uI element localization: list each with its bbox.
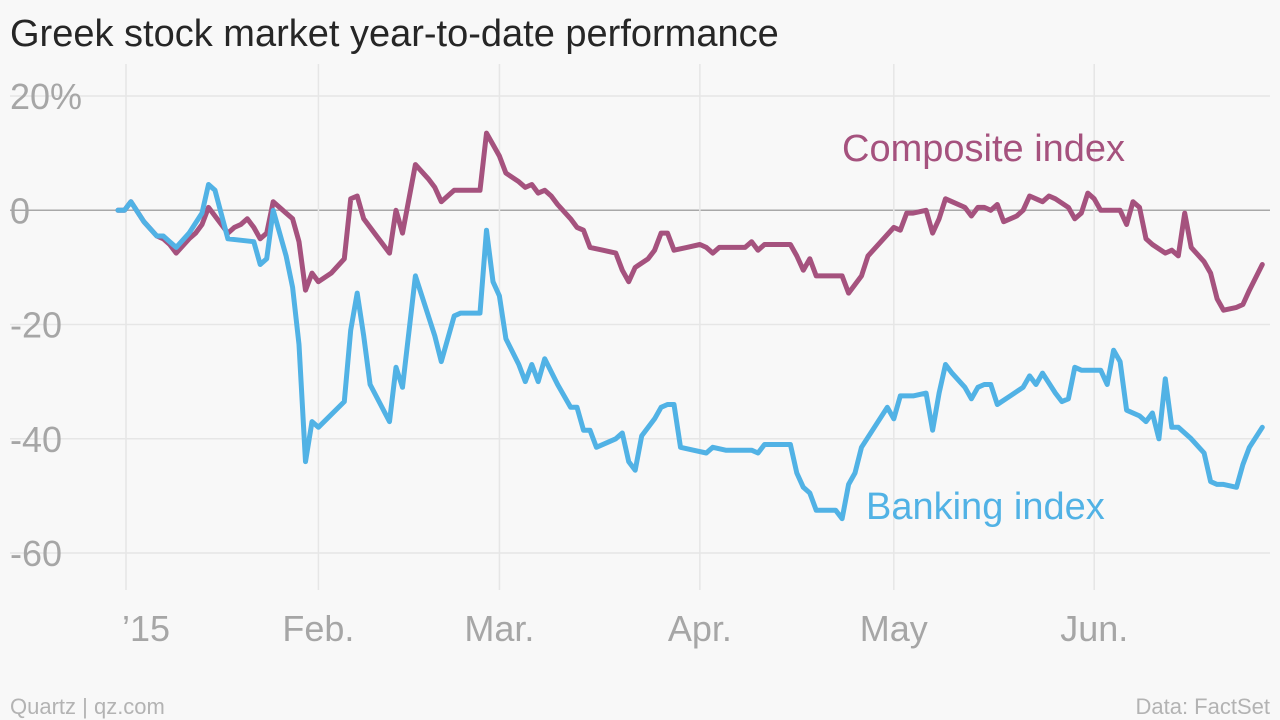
y-tick-label: 0	[10, 190, 30, 231]
x-tick-label: May	[860, 608, 928, 649]
composite-index-line	[115, 130, 1265, 313]
source-text: Data: FactSet	[1135, 694, 1270, 719]
y-tick-label: -20	[10, 305, 62, 346]
credit-text: Quartz | qz.com	[10, 694, 165, 719]
x-tick-label: Apr.	[668, 608, 732, 649]
x-tick-label: Jun.	[1060, 608, 1128, 649]
banking-index-line	[115, 182, 1265, 522]
x-tick-label: ’15	[122, 608, 170, 649]
x-tick-label: Mar.	[464, 608, 534, 649]
y-tick-label: -40	[10, 419, 62, 460]
y-axis-ticks: 20% 0 -20 -40 -60	[10, 76, 82, 574]
y-tick-label: -60	[10, 533, 62, 574]
x-tick-label: Feb.	[282, 608, 354, 649]
series-lines	[115, 130, 1265, 522]
composite-index-label: Composite index	[842, 128, 1125, 170]
chart-title: Greek stock market year-to-date performa…	[10, 13, 779, 55]
x-axis-ticks: ’15 Feb. Mar. Apr. May Jun.	[122, 608, 1128, 649]
y-tick-label: 20%	[10, 76, 82, 117]
banking-index-label: Banking index	[866, 486, 1105, 528]
